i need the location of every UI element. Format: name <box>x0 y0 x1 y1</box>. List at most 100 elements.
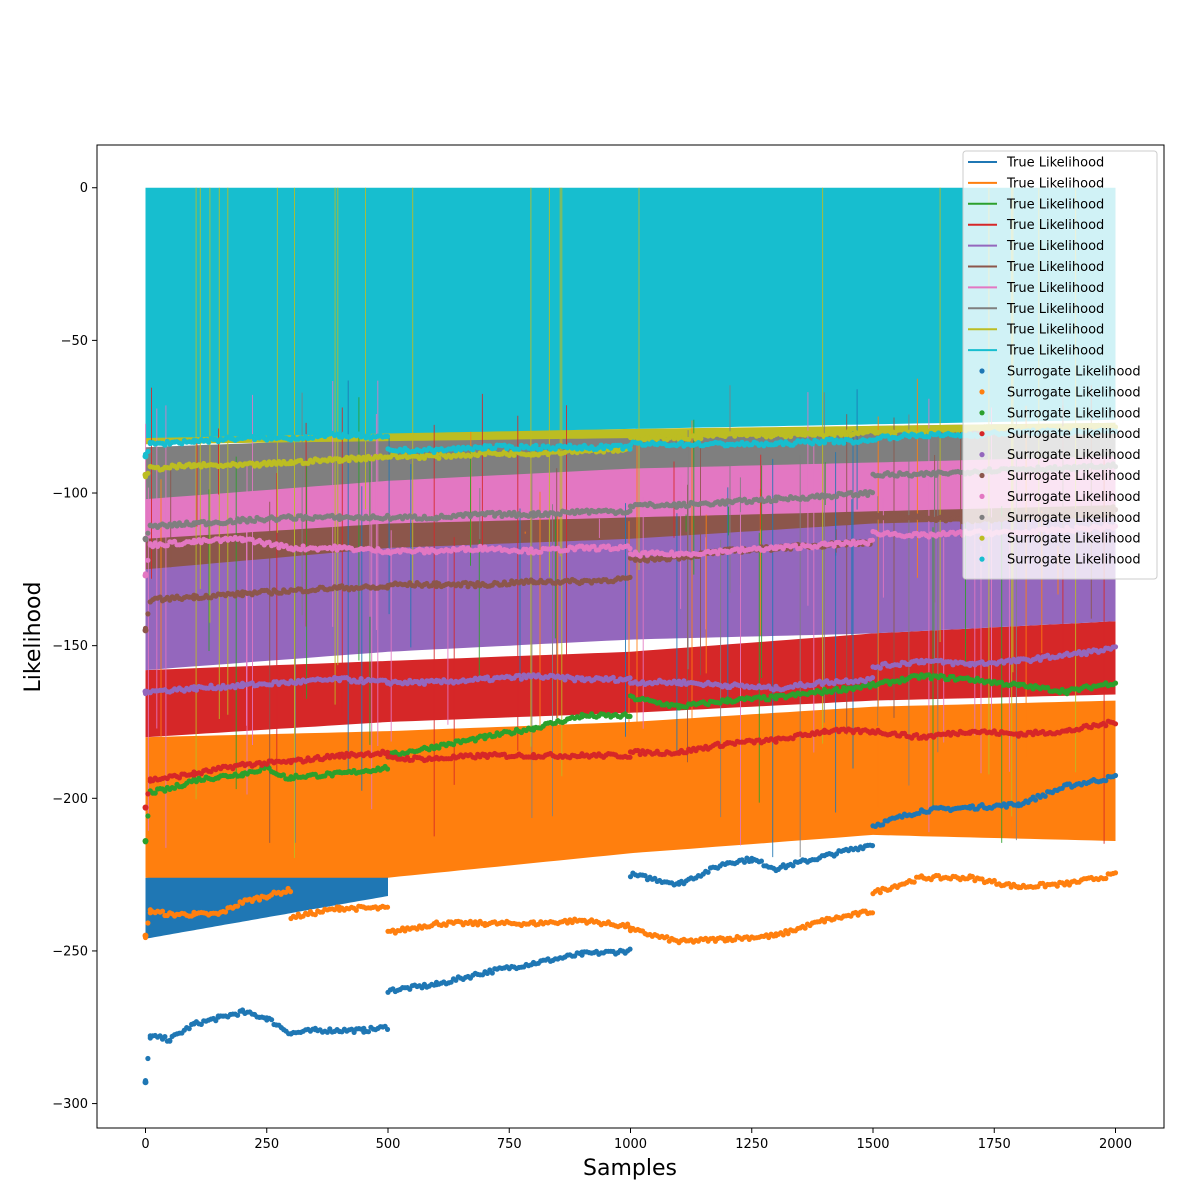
surrogate-point <box>669 549 675 555</box>
legend-label: True Likelihood <box>1006 218 1104 233</box>
legend-label: True Likelihood <box>1006 260 1104 275</box>
surrogate-point <box>516 446 522 452</box>
surrogate-point <box>222 909 229 915</box>
legend-label: Surrogate Likelihood <box>1007 406 1141 421</box>
surrogate-point <box>1042 793 1048 799</box>
legend-label: True Likelihood <box>1006 344 1104 359</box>
legend-label: Surrogate Likelihood <box>1007 427 1141 442</box>
surrogate-point <box>538 549 544 555</box>
surrogate-point <box>652 557 658 563</box>
true-likelihood-band <box>145 865 388 939</box>
surrogate-point <box>256 897 263 903</box>
surrogate-point <box>516 672 522 678</box>
legend-label: Surrogate Likelihood <box>1007 490 1141 505</box>
surrogate-point <box>877 890 883 896</box>
surrogate-point <box>627 574 633 581</box>
legend-label: Surrogate Likelihood <box>1007 448 1141 463</box>
surrogate-point <box>511 452 517 458</box>
surrogate-point <box>142 934 149 941</box>
surrogate-point <box>472 584 478 590</box>
surrogate-point <box>384 1026 391 1032</box>
legend: True Likelihood True Likelihood True Likel… <box>962 150 1158 580</box>
surrogate-point <box>145 791 151 797</box>
surrogate-point <box>869 490 876 496</box>
surrogate-point <box>142 839 149 845</box>
surrogate-point <box>145 530 151 536</box>
surrogate-point <box>780 932 786 938</box>
surrogate-point <box>384 766 391 772</box>
surrogate-point <box>831 543 837 549</box>
surrogate-point <box>1112 721 1119 727</box>
surrogate-point <box>627 675 633 681</box>
surrogate-likelihood-points <box>142 422 1119 1086</box>
x-tick-label: 1750 <box>978 1137 1011 1152</box>
x-tick-label: 500 <box>376 1137 401 1152</box>
legend-label: Surrogate Likelihood <box>1007 511 1141 526</box>
surrogate-point <box>506 582 512 588</box>
surrogate-point <box>627 713 633 720</box>
legend-label: Surrogate Likelihood <box>1007 385 1141 400</box>
surrogate-point <box>617 442 624 448</box>
x-tick-label: 750 <box>497 1137 522 1152</box>
surrogate-point <box>627 545 633 552</box>
surrogate-point <box>766 697 772 703</box>
y-tick-label: −200 <box>52 792 88 807</box>
surrogate-point <box>865 492 871 498</box>
surrogate-point <box>869 537 876 543</box>
surrogate-point <box>914 732 920 738</box>
surrogate-point <box>358 676 364 682</box>
surrogate-point <box>880 822 886 828</box>
surrogate-point <box>627 446 633 452</box>
surrogate-point <box>162 788 168 794</box>
surrogate-point <box>150 544 156 550</box>
x-tick-label: 1500 <box>856 1137 889 1152</box>
legend-label: True Likelihood <box>1006 323 1104 338</box>
surrogate-point <box>421 550 427 556</box>
x-tick-label: 1000 <box>614 1137 647 1152</box>
surrogate-point <box>1045 684 1051 691</box>
surrogate-point <box>1083 651 1089 658</box>
surrogate-point <box>300 543 306 549</box>
surrogate-point <box>142 625 149 632</box>
surrogate-point <box>206 439 212 445</box>
y-axis-title: Likelihood <box>21 582 46 693</box>
surrogate-point <box>142 1078 149 1084</box>
surrogate-point <box>1054 883 1060 889</box>
surrogate-point <box>518 676 525 682</box>
surrogate-point <box>244 519 250 525</box>
surrogate-point <box>664 934 670 940</box>
x-tick-label: 1250 <box>735 1137 768 1152</box>
surrogate-point <box>145 1055 151 1062</box>
plot-area <box>142 187 1119 1086</box>
x-axis-title: Samples <box>583 1156 677 1181</box>
legend-marker-swatch <box>979 452 985 458</box>
x-tick-label: 2000 <box>1099 1137 1132 1152</box>
surrogate-point <box>869 675 876 681</box>
surrogate-point <box>142 537 149 543</box>
surrogate-point <box>698 436 704 442</box>
y-tick-label: −300 <box>52 1097 88 1112</box>
surrogate-point <box>637 751 643 758</box>
surrogate-point <box>269 1017 275 1023</box>
surrogate-point <box>283 889 289 895</box>
surrogate-point <box>142 571 149 577</box>
surrogate-point <box>869 910 876 916</box>
surrogate-point <box>911 879 917 885</box>
true-likelihood-band <box>145 187 1116 439</box>
legend-label: Surrogate Likelihood <box>1007 469 1141 484</box>
surrogate-point <box>162 442 168 448</box>
x-tick-label: 250 <box>254 1137 279 1152</box>
surrogate-point <box>280 772 286 778</box>
surrogate-point <box>145 557 151 563</box>
surrogate-point <box>152 790 158 796</box>
surrogate-point <box>1112 772 1119 779</box>
surrogate-point <box>829 436 835 442</box>
surrogate-point <box>365 432 371 438</box>
surrogate-point <box>591 543 597 549</box>
legend-label: True Likelihood <box>1006 302 1104 317</box>
surrogate-point <box>167 1037 173 1043</box>
surrogate-point <box>353 907 359 913</box>
y-tick-label: −50 <box>61 334 88 349</box>
surrogate-point <box>159 908 166 914</box>
